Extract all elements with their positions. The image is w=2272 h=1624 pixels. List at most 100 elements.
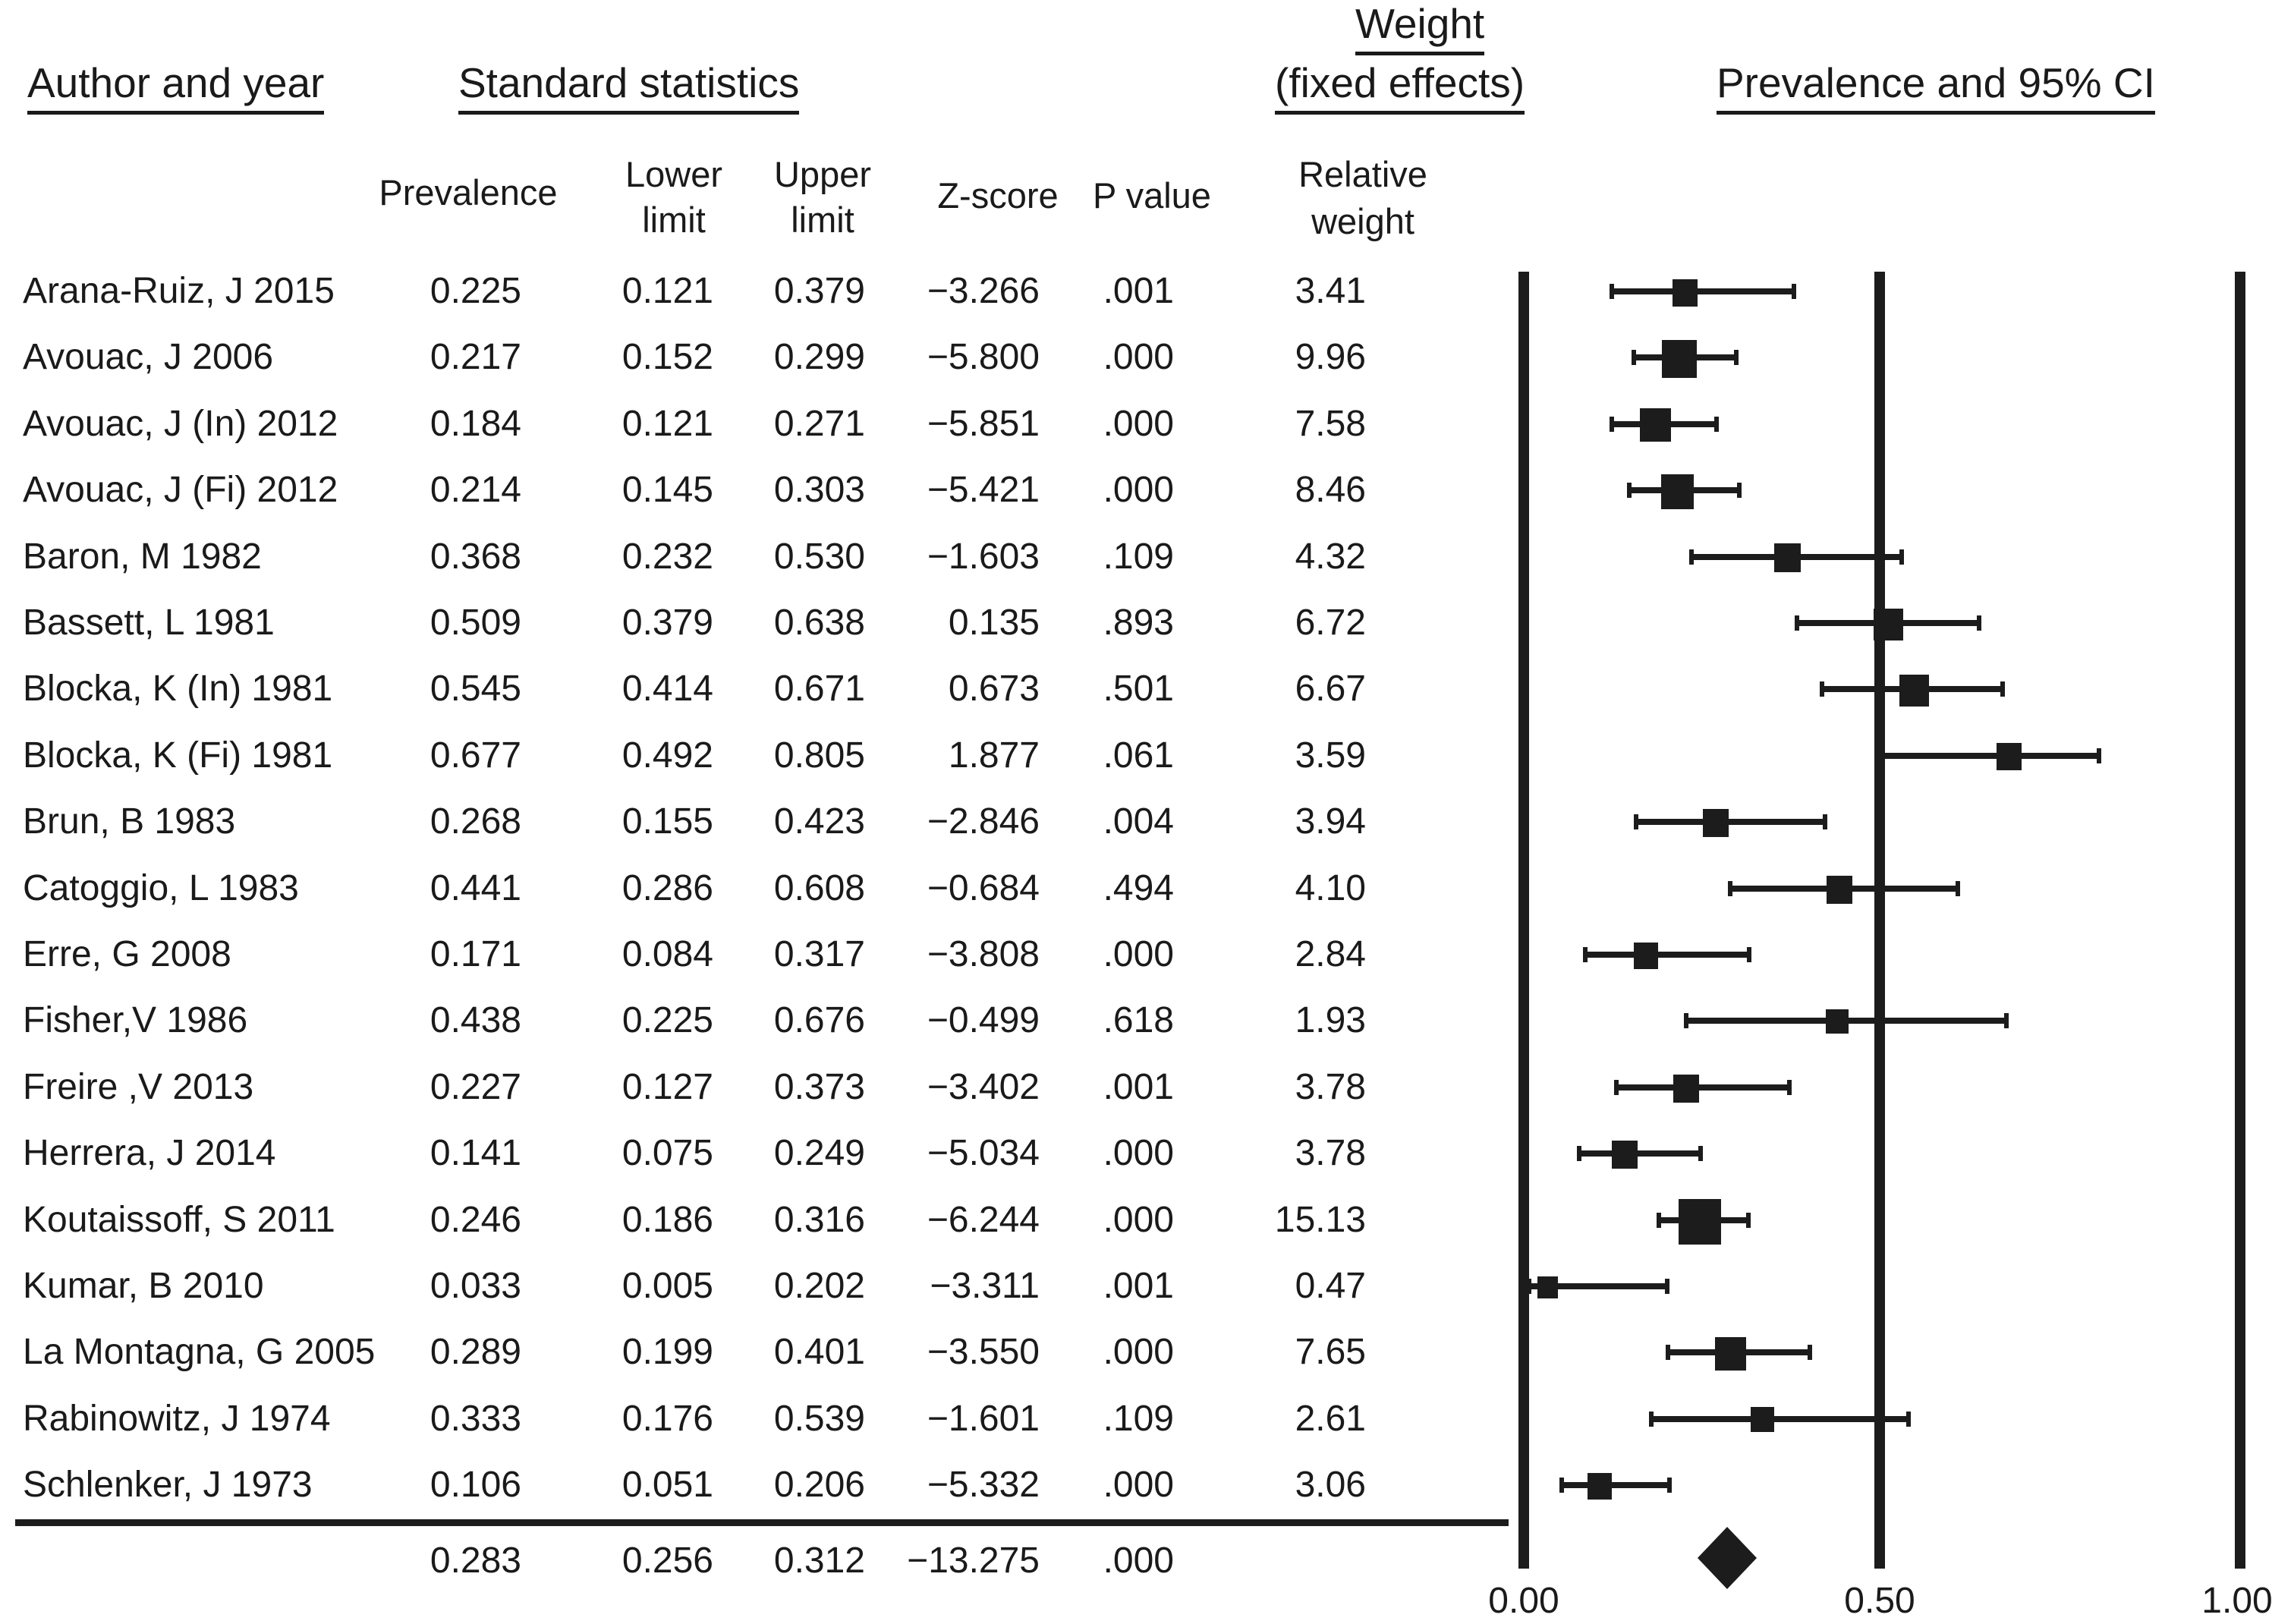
ci-cap-lower	[1795, 615, 1799, 631]
study-z: −3.311	[930, 1266, 1040, 1306]
ci-cap-lower	[1689, 549, 1694, 565]
study-prevalence: 0.184	[430, 404, 521, 444]
study-p: .061	[1103, 735, 1174, 776]
col-pvalue-label: P value	[1093, 175, 1211, 216]
ci-cap-lower	[1559, 1478, 1564, 1493]
point-estimate-square	[1673, 279, 1698, 307]
point-estimate-square	[1874, 609, 1903, 640]
study-prevalence: 0.141	[430, 1133, 521, 1173]
col-upper-label-line2: limit	[791, 200, 854, 240]
study-author: Baron, M 1982	[23, 537, 262, 577]
ci-whisker	[1635, 819, 1827, 825]
study-z: −0.499	[927, 1000, 1040, 1040]
ci-cap-upper	[2004, 1013, 2009, 1028]
study-author: Freire ,V 2013	[23, 1067, 254, 1107]
study-upper: 0.202	[773, 1266, 865, 1306]
study-author: Blocka, K (Fi) 1981	[23, 735, 333, 776]
study-z: −3.550	[927, 1332, 1040, 1372]
study-author: Brun, B 1983	[23, 801, 236, 842]
study-z: −1.601	[927, 1399, 1040, 1439]
ci-cap-upper	[1906, 1412, 1911, 1427]
study-p: .618	[1103, 1000, 1174, 1040]
study-weight: 2.84	[1295, 934, 1366, 974]
study-z: 0.135	[948, 603, 1040, 643]
ci-cap-upper	[1956, 881, 1960, 896]
study-upper: 0.303	[773, 470, 865, 510]
study-author: Catoggio, L 1983	[23, 868, 299, 908]
study-upper: 0.423	[773, 801, 865, 842]
study-author: Herrera, J 2014	[23, 1133, 276, 1173]
study-lower: 0.225	[621, 1000, 713, 1040]
col-zscore-label: Z-score	[937, 175, 1059, 216]
study-z: −6.244	[927, 1200, 1040, 1240]
study-p: .000	[1103, 934, 1174, 974]
study-z: −5.332	[927, 1465, 1040, 1505]
ci-cap-lower	[1627, 483, 1632, 498]
study-weight: 3.59	[1295, 735, 1366, 776]
study-prevalence: 0.217	[430, 337, 521, 377]
ci-cap-lower	[1875, 748, 1880, 763]
study-p: .109	[1103, 537, 1174, 577]
study-upper: 0.539	[773, 1399, 865, 1439]
ci-cap-upper	[1899, 549, 1904, 565]
study-z: 0.673	[948, 669, 1040, 709]
study-author: Blocka, K (In) 1981	[23, 669, 333, 709]
study-z: −3.808	[927, 934, 1040, 974]
study-weight: 8.46	[1295, 470, 1366, 510]
study-upper: 0.608	[773, 868, 865, 908]
ci-whisker	[1578, 1150, 1702, 1157]
study-upper: 0.317	[773, 934, 865, 974]
weight-header-line2: (fixed effects)	[1275, 62, 1525, 115]
ci-cap-lower	[1577, 1146, 1581, 1161]
ci-cap-upper	[2097, 748, 2101, 763]
summary-prevalence: 0.283	[430, 1541, 521, 1581]
study-p: .501	[1103, 669, 1174, 709]
col-relweight-label-line2: weight	[1311, 201, 1414, 241]
axis-line-1	[2235, 272, 2245, 1569]
ci-cap-upper	[1977, 615, 1981, 631]
ci-cap-upper	[1808, 1345, 1812, 1360]
ci-cap-lower	[1634, 814, 1638, 829]
study-prevalence: 0.227	[430, 1067, 521, 1107]
study-weight: 2.61	[1295, 1399, 1366, 1439]
study-z: −3.266	[927, 271, 1040, 311]
axis-line-0	[1518, 272, 1529, 1569]
study-upper: 0.206	[773, 1465, 865, 1505]
author-column-header: Author and year	[27, 62, 325, 115]
study-author: Avouac, J (Fi) 2012	[23, 470, 338, 510]
study-weight: 1.93	[1295, 1000, 1366, 1040]
study-weight: 3.94	[1295, 801, 1366, 842]
study-z: −5.421	[927, 470, 1040, 510]
study-z: −0.684	[927, 868, 1040, 908]
ci-cap-upper	[1714, 417, 1719, 432]
ci-cap-lower	[1583, 947, 1588, 962]
study-weight: 3.41	[1295, 271, 1366, 311]
study-p: .000	[1103, 1133, 1174, 1173]
study-author: Fisher,V 1986	[23, 1000, 248, 1040]
study-author: Arana-Ruiz, J 2015	[23, 271, 335, 311]
ci-cap-upper	[1746, 1213, 1751, 1228]
summary-separator-line	[15, 1519, 1509, 1526]
point-estimate-square	[1588, 1473, 1612, 1500]
axis-line-05	[1874, 272, 1885, 1569]
study-z: −1.603	[927, 537, 1040, 577]
ci-cap-lower	[1610, 417, 1614, 432]
study-prevalence: 0.441	[430, 868, 521, 908]
study-p: .000	[1103, 404, 1174, 444]
study-prevalence: 0.214	[430, 470, 521, 510]
ci-cap-lower	[1684, 1013, 1688, 1028]
study-upper: 0.671	[773, 669, 865, 709]
point-estimate-square	[1751, 1407, 1774, 1432]
study-prevalence: 0.171	[430, 934, 521, 974]
study-z: 1.877	[948, 735, 1040, 776]
study-lower: 0.186	[621, 1200, 713, 1240]
study-prevalence: 0.033	[430, 1266, 521, 1306]
study-p: .000	[1103, 337, 1174, 377]
x-tick-05: 0.50	[1844, 1581, 1915, 1621]
ci-cap-lower	[1657, 1213, 1661, 1228]
ci-cap-upper	[1734, 350, 1739, 365]
ci-whisker	[1584, 952, 1751, 958]
study-z: −5.851	[927, 404, 1040, 444]
study-upper: 0.676	[773, 1000, 865, 1040]
